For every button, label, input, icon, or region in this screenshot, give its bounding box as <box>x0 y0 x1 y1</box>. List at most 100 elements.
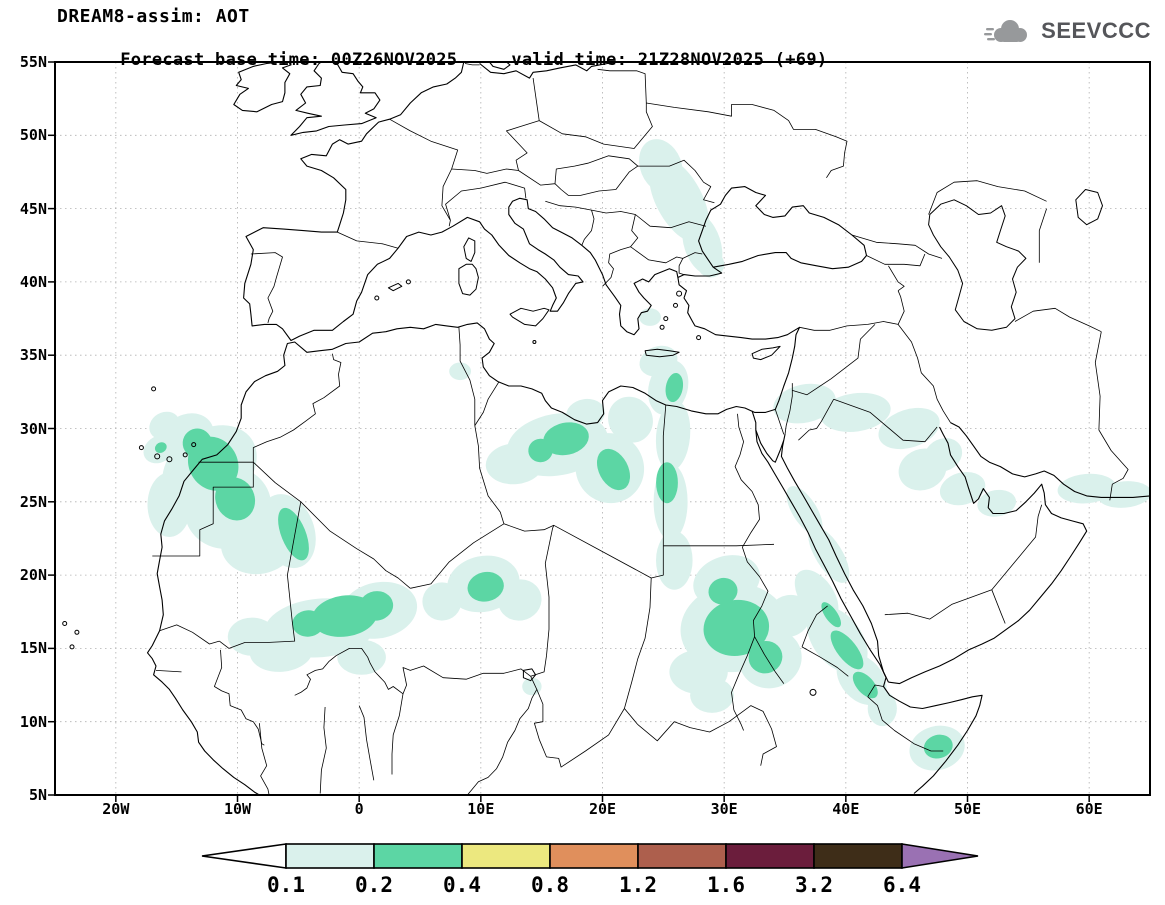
small-island <box>659 324 665 330</box>
chart-subtitle: Forecast base time: 00Z26NOV2025 valid ti… <box>57 30 827 90</box>
country-border-path <box>597 68 647 104</box>
country-border-path <box>801 605 828 648</box>
coastline-path <box>479 62 619 79</box>
aot-contour-fill <box>820 392 891 432</box>
aot-contour-fill <box>786 486 823 536</box>
country-border-path <box>799 290 905 331</box>
coastline-path <box>233 62 292 113</box>
country-border-path <box>663 543 775 547</box>
aot-contour-fill <box>522 677 542 696</box>
valid-time: valid time: 21Z28NOV2025 (+69) <box>511 50 828 70</box>
chart-header: DREAM8-assim: AOT Forecast base time: 00… <box>57 6 827 90</box>
island-or-lake-outline <box>644 348 680 358</box>
map-plot-area <box>55 62 1150 795</box>
aot-contour-fill <box>639 308 661 326</box>
aot-contour-fill <box>690 677 734 713</box>
country-border-path <box>792 324 876 396</box>
country-border-path <box>866 253 926 267</box>
colorbar-value-label: 0.4 <box>443 873 481 897</box>
country-border-path <box>867 696 944 752</box>
aot-contour-fill <box>852 671 878 699</box>
aot-contour-fill <box>939 471 986 506</box>
colorbar-value-label: 6.4 <box>883 873 921 897</box>
coastline-path <box>755 429 889 683</box>
aot-contour-fill <box>656 531 693 590</box>
country-border-path <box>630 246 685 275</box>
aot-contour-fill <box>359 591 394 621</box>
country-border-path <box>637 705 777 766</box>
aot-contour-fill <box>292 610 324 637</box>
small-island <box>166 456 173 463</box>
colorbar-segment <box>637 843 727 869</box>
country-border-path <box>467 676 538 795</box>
aot-contour-fill <box>708 577 738 605</box>
country-border-path <box>518 155 639 196</box>
small-island <box>405 279 411 285</box>
small-island <box>696 335 702 341</box>
country-border-path <box>219 501 302 649</box>
aot-contour-fill <box>227 617 277 656</box>
aot-contour-fill <box>821 602 842 628</box>
colorbar-segment <box>725 843 815 869</box>
country-border-path <box>539 103 653 149</box>
country-border-path <box>867 684 884 698</box>
colorbar-value-label: 3.2 <box>795 873 833 897</box>
island-or-lake-outline <box>751 345 781 361</box>
country-border-path <box>152 462 254 557</box>
chart-title: DREAM8-assim: AOT <box>57 6 250 27</box>
country-border-path <box>319 706 327 794</box>
aot-contour-fill <box>147 472 192 537</box>
country-border-path <box>774 409 785 435</box>
country-border-path <box>637 159 715 204</box>
country-border-path <box>897 324 951 423</box>
country-border-path <box>851 234 943 259</box>
aot-contour-fill <box>830 630 864 670</box>
country-border-path <box>474 425 505 524</box>
aot-contour-fill <box>898 448 947 491</box>
logo-text: SEEVCCC <box>1041 18 1151 43</box>
island-or-lake-outline <box>522 668 537 682</box>
aot-contour-fill <box>977 489 1017 517</box>
country-border-path <box>410 523 505 589</box>
colorbar-segment <box>549 843 639 869</box>
country-border-path <box>591 209 707 229</box>
country-border-path <box>451 78 540 174</box>
coastline-path <box>488 62 511 70</box>
cloud-icon <box>984 20 1028 42</box>
forecast-base-time: Forecast base time: 00Z26NOV2025 <box>120 50 458 70</box>
country-border-path <box>624 577 652 725</box>
country-border-path <box>646 102 848 179</box>
colorbar-value-label: 0.1 <box>267 873 305 897</box>
aot-contour-fill <box>337 639 386 675</box>
aot-contour-fill <box>154 442 167 453</box>
island-or-lake-outline <box>928 199 1027 331</box>
aot-contour-fill <box>665 372 684 403</box>
colorbar-segment <box>373 843 463 869</box>
country-border-path <box>294 648 531 696</box>
small-island <box>74 629 80 635</box>
small-island <box>151 386 157 392</box>
country-border-path <box>503 523 664 579</box>
country-border-path <box>458 327 476 426</box>
small-island <box>532 340 537 344</box>
aot-contour-fill <box>923 734 953 759</box>
country-border-path <box>464 63 480 66</box>
country-border-path <box>259 723 270 795</box>
aot-contour-fill <box>608 396 653 443</box>
aot-contour-fill <box>656 462 678 504</box>
country-border-path <box>833 398 938 443</box>
aot-contour-fill <box>748 640 783 674</box>
aot-contour-fill <box>467 571 504 602</box>
colorbar-scale <box>201 843 979 869</box>
aot-contour-fill <box>149 411 180 440</box>
country-border-path <box>337 231 399 249</box>
aot-contour-fill <box>215 477 256 521</box>
country-border-path <box>250 252 283 324</box>
seevccc-logo: SEEVCCC <box>984 16 1151 46</box>
aot-contour-fill <box>639 345 678 377</box>
aot-contour-fill <box>878 407 940 450</box>
aot-contour-fill <box>1097 481 1150 508</box>
coastline-path <box>290 62 381 136</box>
country-border-path <box>391 693 404 775</box>
aot-contour-fill <box>528 438 553 463</box>
